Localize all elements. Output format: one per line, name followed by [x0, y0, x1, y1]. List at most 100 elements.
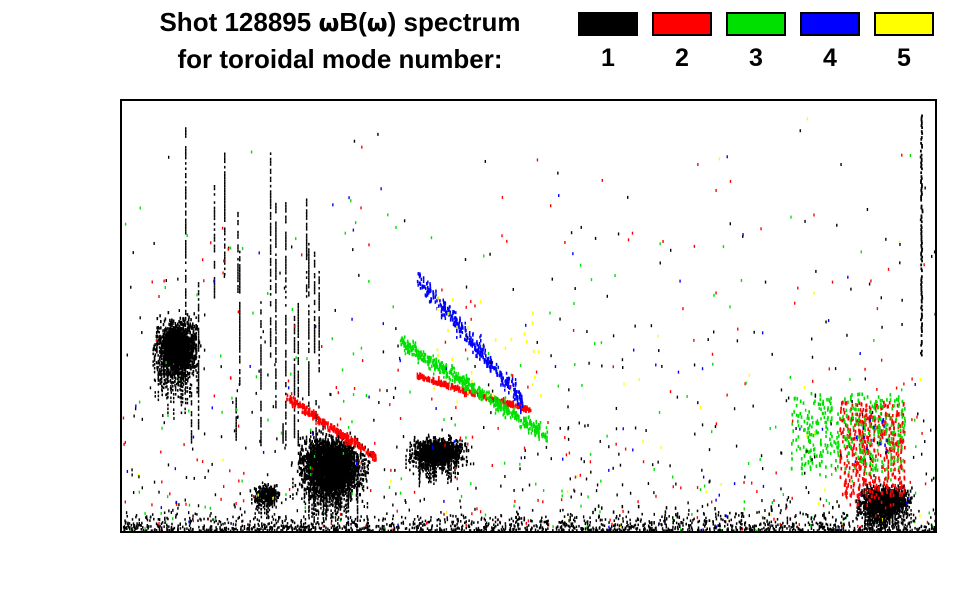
- y-tick-80-right: [935, 187, 937, 189]
- x-tick-0.50: [499, 531, 501, 533]
- y-tick-90-right: [935, 143, 937, 145]
- y-tick-30-right: [935, 404, 937, 406]
- legend-label-1: 1: [601, 44, 615, 72]
- y-tick-40-right: [935, 360, 937, 362]
- y-tick-20: [120, 447, 122, 449]
- x-tick-0.80-top: [744, 99, 746, 101]
- legend-label-3: 3: [749, 44, 763, 72]
- x-tick-0.05: [131, 531, 133, 533]
- x-tick-0.65: [621, 531, 623, 533]
- y-tick-50-right: [935, 317, 937, 319]
- legend-swatch-4: [800, 12, 860, 36]
- x-tick-0.35-top: [376, 99, 378, 101]
- y-tick-100: [120, 100, 122, 102]
- y-tick-95-right: [935, 122, 937, 124]
- x-tick-0.80: [744, 531, 746, 533]
- x-tick-0.85-top: [785, 99, 787, 101]
- x-tick-0.20: [253, 531, 255, 533]
- y-tick-60-right: [935, 274, 937, 276]
- x-tick-0.70: [662, 531, 664, 533]
- y-tick-15: [120, 469, 122, 471]
- x-tick-0.60: [580, 531, 582, 533]
- legend-swatch-3: [726, 12, 786, 36]
- y-tick-75: [120, 209, 122, 211]
- y-tick-70-right: [935, 230, 937, 232]
- x-tick-0.60-top: [580, 99, 582, 101]
- x-tick-1.00-top: [907, 99, 909, 101]
- plot-area: Frequency (kHz)Time (s)0204060801000.20.…: [120, 99, 937, 533]
- x-tick-0.30-top: [335, 99, 337, 101]
- x-tick-0.45-top: [458, 99, 460, 101]
- y-tick-10: [120, 491, 122, 493]
- legend-swatch-2: [652, 12, 712, 36]
- x-tick-0.95-top: [866, 99, 868, 101]
- y-tick-90: [120, 143, 122, 145]
- y-tick-25: [120, 426, 122, 428]
- x-tick-0.10-top: [172, 99, 174, 101]
- y-tick-65: [120, 252, 122, 254]
- legend-swatch-1: [578, 12, 638, 36]
- y-tick-20-right: [935, 447, 937, 449]
- x-tick-0.20-top: [253, 99, 255, 101]
- y-tick-25-right: [935, 426, 937, 428]
- y-tick-55-right: [935, 295, 937, 297]
- x-tick-0.05-top: [131, 99, 133, 101]
- x-tick-0.30: [335, 531, 337, 533]
- y-tick-35: [120, 382, 122, 384]
- y-tick-70: [120, 230, 122, 232]
- y-tick-75-right: [935, 209, 937, 211]
- y-tick-5: [120, 512, 122, 514]
- y-tick-45-right: [935, 339, 937, 341]
- y-tick-45: [120, 339, 122, 341]
- legend-label-2: 2: [675, 44, 689, 72]
- figure-title: Shot 128895 ωB(ω) spectrum for toroidal …: [105, 4, 575, 77]
- y-tick-35-right: [935, 382, 937, 384]
- x-tick-0.75-top: [703, 99, 705, 101]
- x-tick-0.90: [825, 531, 827, 533]
- y-tick-50: [120, 317, 122, 319]
- x-tick-0.50-top: [499, 99, 501, 101]
- legend-label-5: 5: [897, 44, 911, 72]
- omega-symbol-2: ω: [366, 9, 388, 37]
- y-tick-10-right: [935, 491, 937, 493]
- x-tick-0.15-top: [213, 99, 215, 101]
- x-tick-0.40: [417, 531, 419, 533]
- y-tick-100-right: [935, 100, 937, 102]
- y-tick-85-right: [935, 165, 937, 167]
- x-tick-0.70-top: [662, 99, 664, 101]
- x-tick-0.35: [376, 531, 378, 533]
- x-tick-0.95: [866, 531, 868, 533]
- y-tick-40: [120, 360, 122, 362]
- title-line-1: Shot 128895 ωB(ω) spectrum: [105, 4, 575, 41]
- x-tick-0.90-top: [825, 99, 827, 101]
- y-tick-55: [120, 295, 122, 297]
- spectrogram-scatter-canvas: [122, 114, 935, 531]
- x-tick-0.25-top: [294, 99, 296, 101]
- y-tick-15-right: [935, 469, 937, 471]
- x-tick-0.40-top: [417, 99, 419, 101]
- y-tick-80: [120, 187, 122, 189]
- y-tick-5-right: [935, 512, 937, 514]
- x-tick-0.45: [458, 531, 460, 533]
- legend-swatch-5: [874, 12, 934, 36]
- title-line-1-text: Shot 128895: [159, 7, 319, 37]
- x-tick-0.10: [172, 531, 174, 533]
- x-tick-0.85: [785, 531, 787, 533]
- y-tick-60: [120, 274, 122, 276]
- y-tick-30: [120, 404, 122, 406]
- legend-label-4: 4: [823, 44, 837, 72]
- x-tick-0.55: [539, 531, 541, 533]
- omega-symbol-1: ω: [318, 9, 340, 37]
- x-tick-0.65-top: [621, 99, 623, 101]
- title-b-open: B(: [339, 7, 367, 37]
- x-tick-1.00: [907, 531, 909, 533]
- x-tick-0.75: [703, 531, 705, 533]
- x-tick-0.15: [213, 531, 215, 533]
- y-tick-85: [120, 165, 122, 167]
- y-tick-95: [120, 122, 122, 124]
- title-line-1-suffix: ) spectrum: [387, 7, 521, 37]
- title-line-2: for toroidal mode number:: [177, 44, 503, 74]
- x-tick-0.55-top: [539, 99, 541, 101]
- x-tick-0.25: [294, 531, 296, 533]
